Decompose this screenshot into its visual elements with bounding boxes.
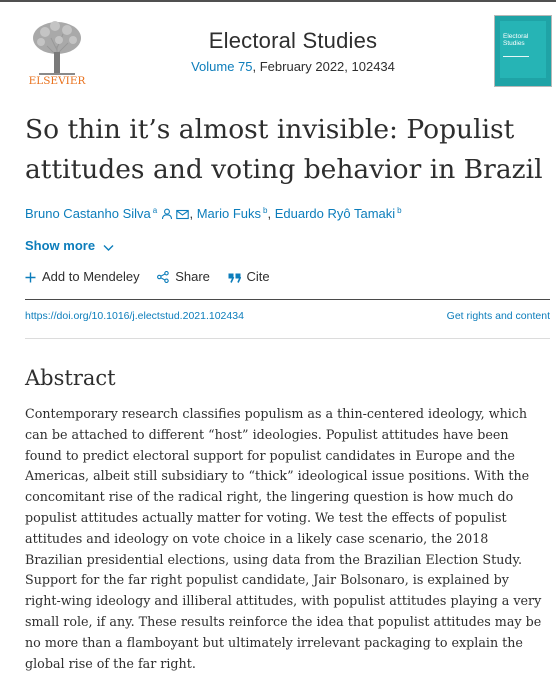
cover-title-line1: Electoral [503, 33, 529, 40]
cover-rule [503, 56, 529, 57]
article-actions: Add to Mendeley Share Cite [25, 269, 284, 286]
cover-title-line2: Studies [503, 40, 525, 47]
author-separator: , [189, 206, 194, 221]
author-name: Eduardo Ryô Tamaki [274, 206, 396, 221]
divider [25, 299, 550, 300]
issue-info: , February 2022, 102434 [252, 59, 395, 74]
author-link-3[interactable]: Eduardo Ryô Tamaki b [275, 206, 402, 221]
share-label: Share [175, 269, 210, 284]
journal-title[interactable]: Electoral Studies [208, 28, 378, 53]
abstract-heading: Abstract [25, 366, 116, 390]
journal-meta: Volume 75, February 2022, 102434 [120, 59, 466, 74]
elsevier-tree-logo-icon: ELSEVIER [29, 21, 87, 87]
person-icon[interactable] [161, 208, 173, 223]
email-icon[interactable] [176, 208, 190, 223]
cite-button[interactable]: Cite [228, 269, 270, 286]
author-link-1[interactable]: Bruno Castanho Silva a [25, 206, 157, 221]
author-name: Mario Fuks [196, 206, 261, 221]
plus-icon [25, 271, 36, 286]
share-button[interactable]: Share [157, 269, 210, 286]
doi-link[interactable]: https://doi.org/10.1016/j.electstud.2021… [25, 310, 244, 322]
author-name: Bruno Castanho Silva [25, 206, 151, 221]
abstract-text: Contemporary research classifies populis… [25, 406, 542, 671]
rights-link[interactable]: Get rights and content [446, 310, 550, 322]
chevron-down-icon [103, 240, 114, 255]
publisher-logo-text: ELSEVIER [29, 75, 87, 86]
add-to-mendeley-button[interactable]: Add to Mendeley [25, 269, 140, 286]
show-more-label: Show more [25, 238, 96, 253]
elsevier-logo[interactable]: ELSEVIER [25, 16, 89, 87]
author-separator: , [267, 206, 272, 221]
journal-cover[interactable]: Electoral Studies [495, 16, 551, 86]
cite-label: Cite [246, 269, 270, 284]
quote-icon [228, 271, 241, 286]
author-affiliation: b [397, 206, 402, 215]
author-list: Bruno Castanho Silva a , Mario Fuks b, Edu… [25, 206, 555, 223]
cover-title: Electoral Studies [503, 33, 528, 47]
cover-panel [500, 21, 546, 78]
share-icon [157, 270, 169, 286]
volume-link[interactable]: Volume 75 [191, 59, 253, 74]
top-border [0, 0, 556, 2]
show-more-button[interactable]: Show more [25, 238, 114, 255]
divider [25, 338, 550, 339]
add-to-mendeley-label: Add to Mendeley [42, 269, 140, 284]
article-title: So thin it’s almost invisible: Populist … [25, 114, 543, 185]
author-link-2[interactable]: Mario Fuks b [197, 206, 268, 221]
author-affiliation: a [152, 206, 158, 215]
author-affiliation: b [263, 206, 268, 215]
